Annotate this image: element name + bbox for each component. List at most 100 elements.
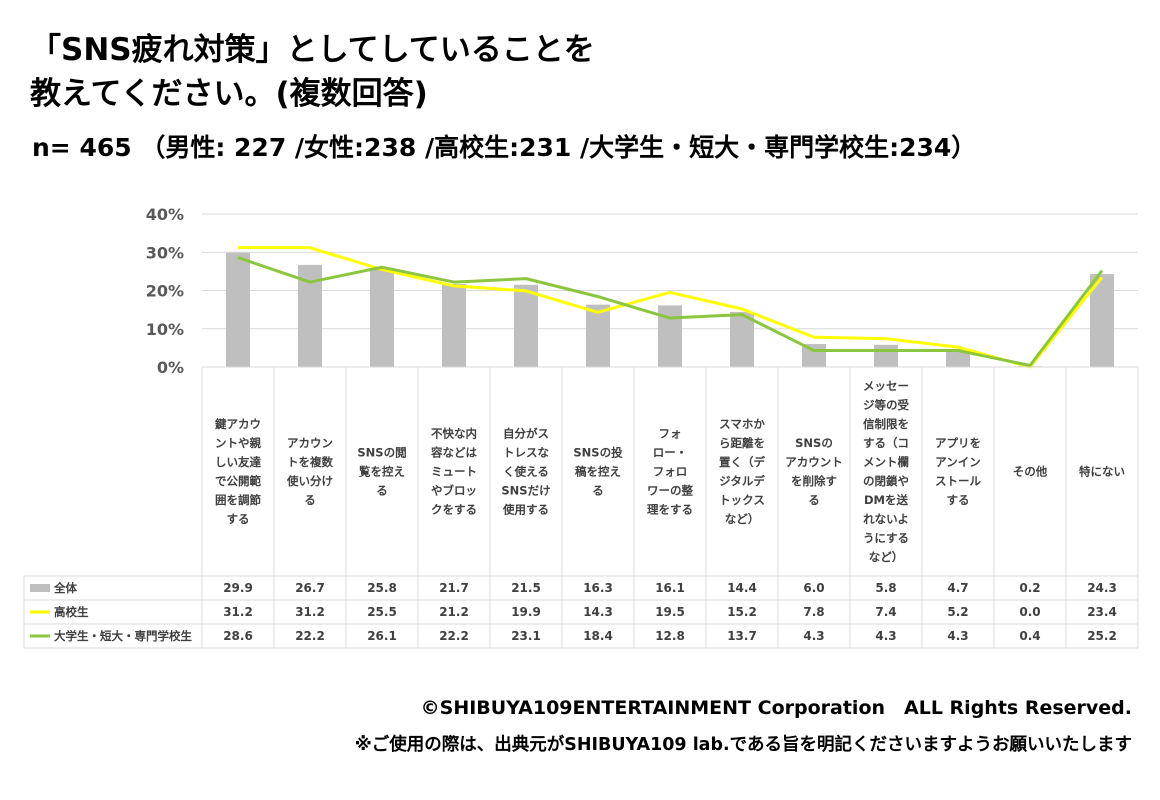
- table-cell: 16.1: [655, 581, 685, 595]
- category-label-line: 使い分け: [286, 474, 333, 488]
- table-cell: 19.5: [655, 605, 685, 619]
- category-label-line: ミュート: [431, 465, 477, 479]
- category-label-line: その他: [1013, 465, 1048, 479]
- table-cell: 4.7: [947, 581, 968, 595]
- category-label-line: 不快な内: [431, 427, 477, 441]
- category-label-line: SNSの: [795, 436, 833, 450]
- table-cell: 26.7: [295, 581, 325, 595]
- category-label-line: く使える: [503, 465, 549, 479]
- category-label-line: スマホか: [719, 417, 765, 431]
- table-cell: 4.3: [803, 629, 824, 643]
- category-label: SNSの閲覧を控える: [357, 446, 406, 498]
- table-cell: 23.1: [511, 629, 541, 643]
- category-label: 不快な内容などはミュートやブロックをする: [430, 427, 477, 517]
- category-label-line: 特にない: [1079, 465, 1125, 479]
- category-label: アプリをアンインストールする: [935, 436, 981, 507]
- category-label-line: 使用する: [502, 503, 549, 517]
- table-cell: 22.2: [295, 629, 325, 643]
- table-cell: 5.8: [875, 581, 896, 595]
- bar: [514, 284, 538, 367]
- table-cell: 25.2: [1087, 629, 1117, 643]
- y-tick-label: 40%: [146, 205, 184, 224]
- table-cell: 29.9: [223, 581, 253, 595]
- category-label-line: ら距離を: [719, 436, 765, 450]
- legend-key-bar: [30, 584, 50, 592]
- category-label-line: フォロ: [653, 465, 688, 479]
- category-label-line: アカウント: [785, 455, 843, 469]
- category-label-line: アプリを: [935, 436, 981, 450]
- series-line-1: [238, 246, 1104, 369]
- category-label-line: 容などは: [430, 446, 477, 460]
- category-label-line: DMを送: [864, 493, 908, 507]
- category-label: SNSのアカウントを削除する: [785, 436, 843, 507]
- category-label-line: アカウン: [287, 436, 333, 450]
- category-label-line: ジタルデ: [719, 474, 765, 488]
- series-line-2: [237, 256, 1104, 367]
- table-cell: 28.6: [223, 629, 253, 643]
- category-label-line: メッセー: [863, 379, 909, 393]
- chart-subtitle: n= 465 （男性: 227 /女性:238 /高校生:231 /大学生・短大…: [32, 133, 977, 162]
- category-label-line: SNSだけ: [501, 484, 550, 498]
- category-label-line: る: [592, 484, 604, 498]
- category-label-line: うにする: [863, 531, 909, 545]
- category-label: 自分がストレスなく使える SNSだけ使用する: [501, 427, 550, 517]
- category-label-line: 覧を控え: [358, 465, 405, 479]
- table-cell: 7.4: [875, 605, 896, 619]
- table-cell: 26.1: [367, 629, 397, 643]
- category-label: フォロー・フォロワーの整理をする: [647, 427, 693, 517]
- category-label-line: クをする: [431, 503, 477, 517]
- category-label-line: 自分がス: [503, 427, 549, 441]
- category-label-line: 鍵アカウ: [215, 417, 261, 431]
- table-cell: 13.7: [727, 629, 757, 643]
- table-cell: 24.3: [1087, 581, 1117, 595]
- category-label-line: 囲を調節: [215, 493, 261, 507]
- category-label-line: の閉鎖や: [863, 474, 909, 488]
- table-cell: 16.3: [583, 581, 613, 595]
- category-label: アカウントを複数使い分ける: [286, 436, 333, 507]
- category-label-line: する（コ: [863, 436, 909, 450]
- table-cell: 21.5: [511, 581, 541, 595]
- category-label: メッセージ等の受信制限をする（コメント欄の閉鎖や DMを送れないようにするなど）: [863, 379, 910, 564]
- table-cell: 4.3: [947, 629, 968, 643]
- category-label-line: SNSの閲: [357, 446, 406, 460]
- table-cell: 6.0: [803, 581, 824, 595]
- legend-label: 大学生・短大・専門学校生: [54, 629, 192, 643]
- category-label-line: トレスな: [503, 446, 549, 460]
- table-cell: 31.2: [295, 605, 325, 619]
- table-cell: 14.3: [583, 605, 613, 619]
- usage-note: ※ご使用の際は、出典元がSHIBUYA109 lab.である旨を明記くださいます…: [354, 735, 1132, 755]
- category-label-line: アンイン: [935, 455, 981, 469]
- category-label: その他: [1013, 465, 1048, 479]
- category-label-line: 置く（デ: [719, 455, 765, 469]
- category-label-line: を削除す: [791, 474, 837, 488]
- bar: [946, 349, 970, 367]
- category-label-line: る: [376, 484, 388, 498]
- category-label-line: 信制限を: [863, 417, 909, 431]
- category-label-line: など）: [725, 512, 760, 526]
- category-label-line: る: [304, 493, 316, 507]
- copyright-text: ©SHIBUYA109ENTERTAINMENT Corporation ALL…: [420, 697, 1132, 719]
- category-label: スマホから距離を置く（デジタルデトックスなど）: [719, 417, 765, 526]
- bar: [226, 252, 250, 367]
- table-cell: 31.2: [223, 605, 253, 619]
- legend-label: 全体: [53, 581, 77, 595]
- table-cell: 23.4: [1087, 605, 1117, 619]
- table-cell: 7.8: [803, 605, 824, 619]
- table-cell: 21.2: [439, 605, 469, 619]
- category-label-line: ントや親: [215, 436, 261, 450]
- y-tick-label: 10%: [146, 320, 184, 339]
- category-label-line: 理をする: [647, 503, 693, 517]
- table-cell: 12.8: [655, 629, 685, 643]
- table-cell: 19.9: [511, 605, 541, 619]
- bar: [370, 268, 394, 367]
- table-cell: 15.2: [727, 605, 757, 619]
- table-cell: 25.5: [367, 605, 397, 619]
- chart-svg: 0%10%20%30%40% 鍵アカウントや親しい友達で公開範囲を調節するアカウ…: [23, 205, 1139, 649]
- table-cell: 0.4: [1019, 629, 1040, 643]
- category-label-line: する: [227, 512, 250, 526]
- category-label-line: ストール: [935, 474, 981, 488]
- data-table: 鍵アカウントや親しい友達で公開範囲を調節するアカウントを複数使い分けるSNSの閲…: [23, 366, 1139, 649]
- bar: [730, 311, 754, 367]
- bar: [874, 344, 898, 367]
- table-cell: 21.7: [439, 581, 469, 595]
